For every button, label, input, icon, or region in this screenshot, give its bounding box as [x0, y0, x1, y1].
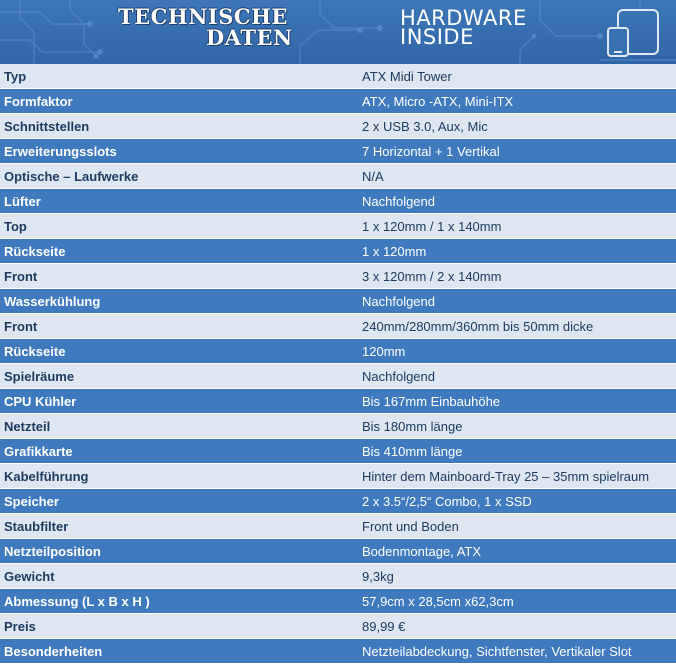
spec-value: Front und Boden — [362, 518, 459, 534]
spec-label: Netzteil — [4, 418, 51, 434]
spec-value: 120mm — [362, 343, 406, 359]
spec-label: Abmessung (L x B x H ) — [4, 593, 150, 609]
devices-icon — [607, 9, 659, 57]
spec-value: 9,3kg — [362, 568, 394, 584]
logo-hardware-inside: HARDWARE INSIDE — [400, 6, 527, 49]
spec-label: Besonderheiten — [4, 643, 103, 659]
spec-label: Staubfilter — [4, 518, 69, 534]
spec-row: Wasserkühlung Nachfolgend — [0, 289, 676, 314]
spec-value: ATX, Micro -ATX, Mini-ITX — [362, 93, 514, 109]
spec-value: Bis 167mm Einbauhöhe — [362, 393, 501, 409]
spec-label: Top — [4, 218, 27, 234]
spec-label: Front — [4, 268, 38, 284]
circuit-pattern-decoration — [0, 0, 676, 64]
spec-value: Hinter dem Mainboard-Tray 25 – 35mm spie… — [362, 468, 650, 484]
spec-label: Formfaktor — [4, 93, 73, 109]
spec-row: Netzteilposition Bodenmontage, ATX — [0, 539, 676, 564]
title-technische-daten: TECHNISCHE DATEN — [118, 6, 293, 48]
spec-label: Preis — [4, 618, 36, 634]
spec-row: Speicher 2 x 3.5“/2,5“ Combo, 1 x SSD — [0, 489, 676, 514]
spec-row: Grafikkarte Bis 410mm länge — [0, 439, 676, 464]
spec-row: Erweiterungsslots 7 Horizontal + 1 Vertik… — [0, 139, 676, 164]
spec-value: ATX Midi Tower — [362, 68, 452, 84]
spec-value: 1 x 120mm — [362, 243, 427, 259]
spec-value: 3 x 120mm / 2 x 140mm — [362, 268, 502, 284]
spec-label: Kabelführung — [4, 468, 89, 484]
spec-label: Optische – Laufwerke — [4, 168, 139, 184]
spec-label: Lüfter — [4, 193, 41, 209]
spec-value: Bis 410mm länge — [362, 443, 463, 459]
spec-label: Gewicht — [4, 568, 55, 584]
spec-row: Preis 89,99 € — [0, 614, 676, 639]
spec-value: 7 Horizontal + 1 Vertikal — [362, 143, 500, 159]
spec-value: 2 x 3.5“/2,5“ Combo, 1 x SSD — [362, 493, 532, 509]
spec-value: Bodenmontage, ATX — [362, 543, 482, 559]
spec-row: Top 1 x 120mm / 1 x 140mm — [0, 214, 676, 239]
spec-row: Formfaktor ATX, Micro -ATX, Mini-ITX — [0, 89, 676, 114]
spec-value: Bis 180mm länge — [362, 418, 463, 434]
spec-label: Wasserkühlung — [4, 293, 101, 309]
spec-value: 240mm/280mm/360mm bis 50mm dicke — [362, 318, 594, 334]
spec-row: Netzteil Bis 180mm länge — [0, 414, 676, 439]
spec-value: Netzteilabdeckung, Sichtfenster, Vertika… — [362, 643, 632, 659]
spec-table: Typ ATX Midi Tower Formfaktor ATX, Micro -A… — [0, 64, 676, 664]
spec-label: Grafikkarte — [4, 443, 73, 459]
spec-value: 2 x USB 3.0, Aux, Mic — [362, 118, 488, 134]
spec-label: Speicher — [4, 493, 59, 509]
spec-value: Nachfolgend — [362, 193, 435, 209]
spec-label: Spielräume — [4, 368, 75, 384]
spec-label: CPU Kühler — [4, 393, 77, 409]
title-left-line2: DATEN — [206, 25, 293, 50]
spec-row: Gewicht 9,3kg — [0, 564, 676, 589]
spec-label: Rückseite — [4, 243, 66, 259]
spec-row: Kabelführung Hinter dem Mainboard-Tray 25… — [0, 464, 676, 489]
spec-row: Optische – Laufwerke N/A — [0, 164, 676, 189]
spec-value: 1 x 120mm / 1 x 140mm — [362, 218, 502, 234]
spec-value: Nachfolgend — [362, 293, 435, 309]
spec-label: Front — [4, 318, 38, 334]
spec-label: Erweiterungsslots — [4, 143, 117, 159]
spec-value: N/A — [362, 168, 384, 184]
spec-label: Netzteilposition — [4, 543, 101, 559]
spec-value: 57,9cm x 28,5cm x62,3cm — [362, 593, 514, 609]
spec-row: Besonderheiten Netzteilabdeckung, Sichtfe… — [0, 639, 676, 664]
logo-line1: HARDWARE — [400, 6, 527, 30]
spec-label: Rückseite — [4, 343, 66, 359]
title-left-line1: TECHNISCHE — [118, 4, 288, 29]
spec-value: 89,99 € — [362, 618, 406, 634]
spec-row: Rückseite 1 x 120mm — [0, 239, 676, 264]
spec-row: Staubfilter Front und Boden — [0, 514, 676, 539]
spec-label: Typ — [4, 68, 27, 84]
spec-row: Rückseite 120mm — [0, 339, 676, 364]
spec-row: Lüfter Nachfolgend — [0, 189, 676, 214]
spec-label: Schnittstellen — [4, 118, 90, 134]
spec-row: CPU Kühler Bis 167mm Einbauhöhe — [0, 389, 676, 414]
logo-line2: INSIDE — [400, 25, 474, 49]
spec-row: Spielräume Nachfolgend — [0, 364, 676, 389]
spec-row: Typ ATX Midi Tower — [0, 64, 676, 89]
spec-row: Abmessung (L x B x H ) 57,9cm x 28,5cm x6… — [0, 589, 676, 614]
spec-value: Nachfolgend — [362, 368, 435, 384]
spec-row: Schnittstellen 2 x USB 3.0, Aux, Mic — [0, 114, 676, 139]
spec-row: Front 240mm/280mm/360mm bis 50mm dicke — [0, 314, 676, 339]
spec-row: Front 3 x 120mm / 2 x 140mm — [0, 264, 676, 289]
banner-header: TECHNISCHE DATEN HARDWARE INSIDE — [0, 0, 676, 64]
